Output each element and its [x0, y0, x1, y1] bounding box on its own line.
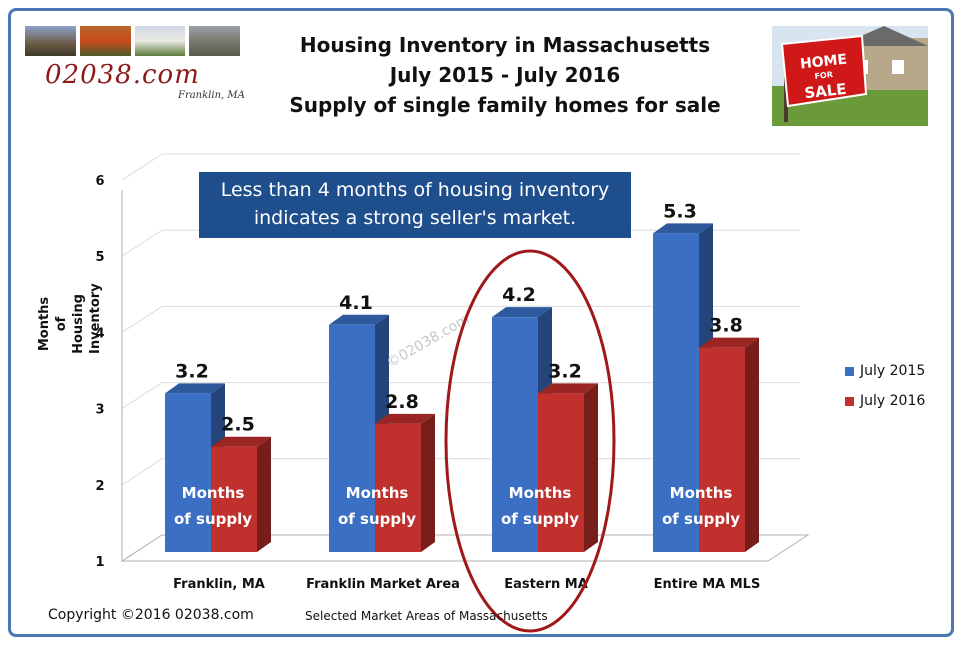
- gridline: [121, 305, 800, 333]
- legend-item-july-2015: July 2015: [845, 356, 925, 386]
- bar-inner-label: of supply: [338, 510, 416, 528]
- annotation-callout: Less than 4 months of housing inventory …: [199, 172, 631, 238]
- legend-swatch: [845, 366, 854, 376]
- x-axis-title: Selected Market Areas of Massachusetts: [305, 609, 548, 623]
- bar-july-2016-3: [699, 337, 759, 552]
- data-label: 2.8: [385, 391, 419, 413]
- home-for-sale-image: HOME FOR SALE: [772, 26, 928, 126]
- x-tick-label: Franklin Market Area: [306, 577, 460, 592]
- data-label: 3.2: [175, 360, 209, 382]
- data-label: 3.2: [548, 360, 582, 382]
- gridline: [121, 382, 800, 410]
- bar-inner-label: Months: [182, 484, 245, 502]
- bar-inner-label: Months: [670, 484, 733, 502]
- x-tick-label: Entire MA MLS: [654, 577, 761, 592]
- svg-text:HOME: HOME: [799, 52, 848, 73]
- y-axis-label: Months of Housing Inventory: [37, 283, 103, 354]
- bar-inner-label: of supply: [174, 510, 252, 528]
- eastern-ma-highlight-ellipse: [444, 249, 616, 633]
- bar-inner-label: of supply: [662, 510, 740, 528]
- legend-label: July 2015: [860, 363, 926, 379]
- header-photo-strip: [25, 26, 240, 56]
- y-tick-label: 2: [95, 479, 104, 494]
- bar-july-2016-2: [538, 383, 598, 552]
- chart-floor: [120, 534, 810, 562]
- chart-title: Housing Inventory in Massachusetts: [299, 33, 711, 57]
- bar-inner-label: Months: [346, 484, 409, 502]
- bar-july-2016-1: [375, 413, 435, 552]
- photo-thumbnail: [25, 26, 76, 56]
- gridline: [121, 153, 800, 181]
- legend: July 2015 July 2016: [845, 356, 925, 416]
- data-label: 3.8: [709, 315, 743, 337]
- x-tick-label: Franklin, MA: [173, 577, 265, 592]
- legend-label: July 2016: [860, 393, 926, 409]
- chart-title-block: Housing Inventory in Massachusetts July …: [250, 30, 760, 120]
- photo-thumbnail: [189, 26, 240, 56]
- data-label: 2.5: [221, 414, 255, 436]
- chart-subtitle: Supply of single family homes for sale: [289, 93, 721, 117]
- svg-text:FOR: FOR: [814, 70, 833, 81]
- bar-inner-label: of supply: [501, 510, 579, 528]
- y-tick-label: 1: [95, 555, 104, 570]
- legend-item-july-2016: July 2016: [845, 386, 925, 416]
- y-tick-label: 6: [95, 174, 104, 189]
- svg-text:SALE: SALE: [804, 80, 848, 102]
- chart-subtitle-dates: July 2015 - July 2016: [389, 63, 621, 87]
- data-label: 5.3: [663, 200, 697, 222]
- site-logo: 02038.com: [45, 60, 200, 90]
- bar-july-2016-0: [211, 436, 271, 552]
- y-tick-label: 5: [95, 250, 104, 265]
- y-tick-label: 3: [95, 403, 104, 418]
- home-for-sale-sign-icon: HOME FOR SALE: [772, 26, 928, 126]
- data-label: 4.1: [339, 292, 373, 314]
- site-location: Franklin, MA: [178, 90, 245, 101]
- bar-inner-label: Months: [509, 484, 572, 502]
- legend-swatch: [845, 396, 854, 406]
- photo-thumbnail: [134, 26, 186, 56]
- x-tick-label: Eastern MA: [504, 577, 588, 592]
- copyright-text: Copyright ©2016 02038.com: [48, 607, 254, 623]
- y-tick-label: 4: [95, 326, 104, 341]
- photo-thumbnail: [79, 26, 131, 56]
- data-label: 4.2: [502, 284, 536, 306]
